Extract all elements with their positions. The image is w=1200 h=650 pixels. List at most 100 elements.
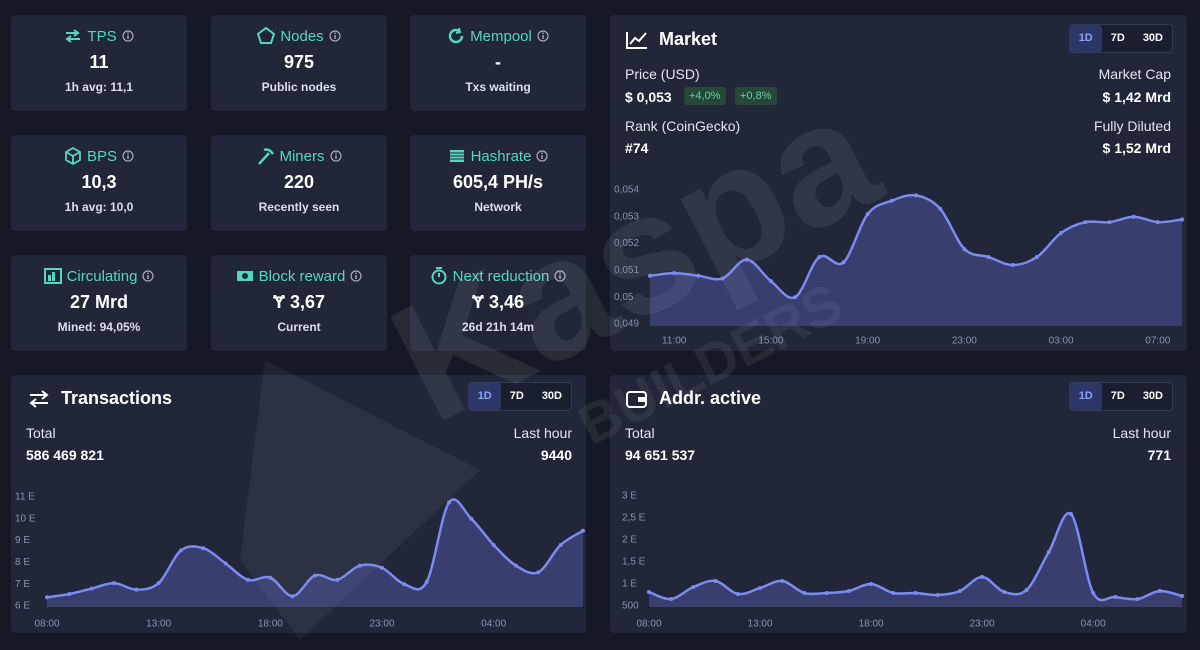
market-cap-label: Market Cap [1098, 66, 1171, 82]
card-label-row: Miners [211, 147, 387, 165]
card-label: BPS [86, 147, 117, 165]
title-text: Transactions [61, 388, 173, 408]
card-label-row: Nodes [211, 27, 387, 45]
card-label: Mempool [470, 27, 532, 45]
stat-card: Miners 220 Recently seen [211, 135, 387, 231]
addresses-panel: Addr. active 1D 7D 30D Total 94 651 537 La… [610, 375, 1187, 633]
card-sub: Mined: 94,05% [57, 320, 141, 334]
card-value: 11 [89, 52, 109, 72]
card-value: 10,3 [81, 172, 117, 192]
range-button[interactable]: 7D [1110, 32, 1125, 44]
card-label: Hashrate [470, 147, 532, 165]
card-sub: Current [277, 320, 321, 334]
card-label: Next reduction [452, 267, 550, 285]
card-icon [43, 268, 62, 284]
card-label-row: TPS [11, 27, 187, 45]
range-button[interactable]: 1D [1069, 383, 1102, 410]
rank: #74 [625, 140, 649, 156]
range-button[interactable]: 1D [468, 383, 501, 410]
info-icon [350, 270, 362, 282]
range-switch: 1D 7D 30D [1068, 382, 1173, 411]
info-icon [554, 270, 566, 282]
market-title: Market [625, 29, 717, 50]
addresses-title: Addr. active [625, 388, 761, 409]
range-button[interactable]: 7D [1110, 390, 1125, 402]
stat-card: Nodes 975 Public nodes [211, 15, 387, 111]
card-value: Ɏ 3,46 [471, 292, 525, 312]
card-sub: Txs waiting [465, 80, 531, 94]
total-label: Total [26, 425, 56, 441]
price: $ 0,053 [625, 89, 672, 105]
stat-card: Block reward Ɏ 3,67 Current [211, 255, 387, 351]
card-label-row: Hashrate [410, 147, 586, 165]
card-value: 220 [283, 172, 315, 192]
card-sub: 1h avg: 10,0 [64, 200, 134, 214]
range-switch: 1D 7D 30D [1068, 24, 1173, 53]
info-icon [329, 30, 341, 42]
card-icon [65, 147, 81, 165]
arrows-icon [29, 389, 49, 408]
card-label: TPS [87, 27, 117, 45]
card-value: 27 Mrd [69, 292, 129, 312]
range-button[interactable]: 1D [1069, 25, 1102, 52]
transactions-title: Transactions [27, 388, 172, 409]
total-label: Total [625, 425, 655, 441]
last-hour: 771 [1147, 447, 1171, 463]
card-label-row: Mempool [410, 27, 586, 45]
info-icon [142, 270, 155, 282]
change-badge: +0,8% [735, 87, 777, 105]
card-value: 975 [283, 52, 315, 72]
card-value: Ɏ 3,67 [272, 292, 326, 312]
range-button[interactable]: 30D [541, 390, 562, 402]
total: 586 469 821 [26, 447, 104, 463]
range-button[interactable]: 30D [1142, 390, 1163, 402]
stat-card: TPS 11 1h avg: 11,1 [11, 15, 187, 111]
card-icon [236, 271, 253, 281]
title-text: Market [659, 29, 718, 49]
card-value: - [495, 52, 501, 72]
card-icon [258, 148, 275, 165]
price-label: Price (USD) [625, 66, 700, 82]
chart-icon [626, 31, 647, 49]
rank-label: Rank (CoinGecko) [625, 118, 741, 134]
stat-card: BPS 10,3 1h avg: 10,0 [11, 135, 187, 231]
range-switch: 1D 7D 30D [467, 382, 572, 411]
card-label: Circulating [66, 267, 138, 285]
stat-card: Next reduction Ɏ 3,46 26d 21h 14m [410, 255, 586, 351]
card-sub: Public nodes [261, 80, 337, 94]
card-icon [257, 27, 276, 44]
card-label-row: Block reward [211, 267, 387, 285]
market-panel: Market 1D 7D 30D Price (USD) $ 0,053 +4,0%… [610, 15, 1187, 351]
range-button[interactable]: 7D [509, 390, 524, 402]
card-label: Nodes [280, 27, 324, 45]
info-icon [121, 30, 134, 42]
card-value: 605,4 PH/s [452, 172, 544, 192]
card-label-row: Next reduction [410, 267, 586, 285]
fdv: $ 1,52 Mrd [1102, 140, 1171, 156]
last-hour: 9440 [540, 447, 572, 463]
stat-card: Mempool - Txs waiting [410, 15, 586, 111]
card-label: Miners [279, 147, 325, 165]
stat-card: Circulating 27 Mrd Mined: 94,05% [11, 255, 187, 351]
card-icon [448, 27, 464, 44]
market-cap: $ 1,42 Mrd [1102, 89, 1171, 105]
change-badge: +4,0% [684, 87, 726, 105]
title-text: Addr. active [659, 388, 762, 408]
info-icon [536, 150, 549, 162]
card-icon [431, 267, 447, 285]
card-label: Block reward [258, 267, 346, 285]
card-sub: Network [474, 200, 522, 214]
last-hour-label: Last hour [513, 425, 572, 441]
card-sub: Recently seen [258, 200, 340, 214]
card-sub: 26d 21h 14m [461, 320, 535, 334]
total: 94 651 537 [625, 447, 696, 463]
info-icon [537, 30, 549, 42]
fdv-label: Fully Diluted [1093, 118, 1171, 134]
card-icon [447, 150, 466, 162]
range-button[interactable]: 30D [1142, 32, 1163, 44]
card-label-row: Circulating [11, 267, 187, 285]
last-hour-label: Last hour [1112, 425, 1171, 441]
transactions-panel: Transactions 1D 7D 30D Total 586 469 821 L… [11, 375, 586, 633]
info-icon [122, 150, 134, 162]
